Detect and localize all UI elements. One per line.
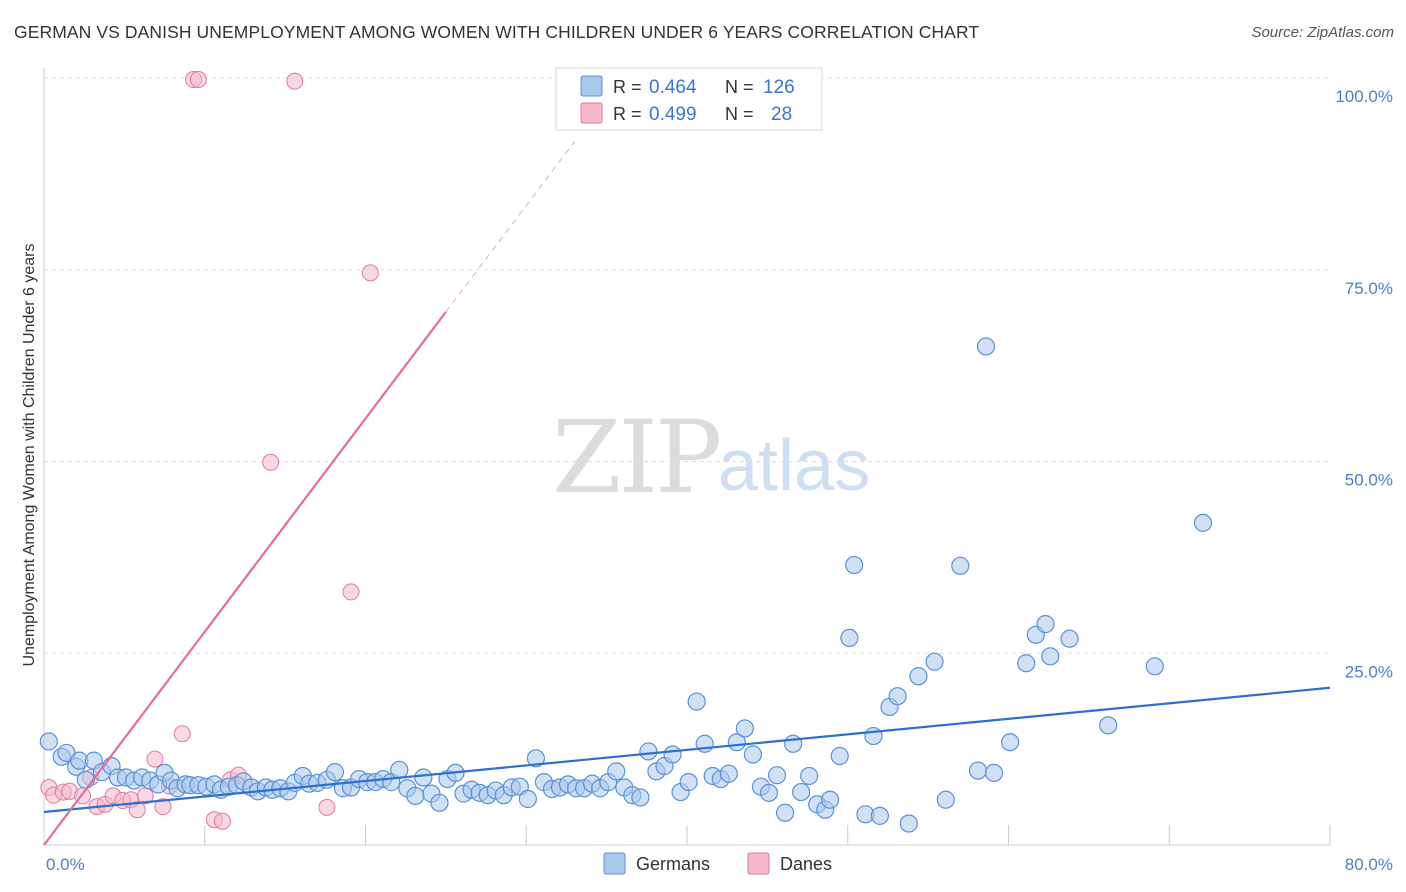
chart-title: GERMAN VS DANISH UNEMPLOYMENT AMONG WOME… bbox=[14, 22, 980, 42]
german-point bbox=[414, 768, 433, 787]
dane-point bbox=[361, 264, 379, 282]
german-point bbox=[968, 761, 988, 780]
dane-trend-line bbox=[43, 311, 447, 846]
dane-point bbox=[128, 801, 146, 819]
dane-point bbox=[318, 798, 336, 816]
german-point bbox=[864, 726, 883, 746]
dane-legend-swatch bbox=[580, 102, 603, 124]
y-tick-label: 25.0% bbox=[1345, 662, 1393, 681]
german-legend-swatch bbox=[580, 75, 603, 97]
german-point bbox=[899, 814, 918, 833]
german-point bbox=[1145, 657, 1164, 676]
german-point bbox=[759, 783, 779, 802]
german-point bbox=[888, 687, 907, 706]
y-tick-label: 100.0% bbox=[1335, 87, 1393, 106]
y-tick-label: 50.0% bbox=[1345, 471, 1393, 490]
german-point bbox=[735, 719, 754, 738]
german-point bbox=[909, 667, 928, 686]
dane-point bbox=[286, 72, 304, 90]
dane-point bbox=[342, 583, 360, 601]
dane-point bbox=[173, 725, 191, 743]
german-r-value: 0.464 bbox=[649, 77, 697, 98]
source-label: Source: ZipAtlas.com bbox=[1251, 24, 1394, 41]
watermark-atlas: atlas bbox=[718, 426, 870, 506]
german-point bbox=[1041, 647, 1060, 666]
german-point bbox=[390, 760, 409, 779]
german-point bbox=[406, 786, 425, 806]
dane-trend-extension bbox=[445, 141, 575, 313]
german-n-label: N = bbox=[725, 77, 754, 97]
german-point bbox=[1099, 716, 1118, 735]
dane-point bbox=[154, 798, 172, 816]
german-point bbox=[631, 788, 650, 807]
german-point bbox=[820, 790, 840, 809]
german-point bbox=[1001, 733, 1020, 752]
german-point bbox=[783, 734, 803, 753]
x-tick-label: 80.0% bbox=[1345, 855, 1393, 874]
german-point bbox=[325, 763, 345, 782]
german-point bbox=[870, 806, 890, 825]
german-point bbox=[984, 763, 1004, 783]
german-point bbox=[663, 745, 682, 764]
german-point bbox=[607, 762, 626, 781]
german-point bbox=[1060, 629, 1079, 648]
german-point bbox=[76, 770, 95, 789]
german-point bbox=[1036, 615, 1055, 634]
german-trend-line bbox=[43, 686, 1331, 814]
danes-legend-label[interactable]: Danes bbox=[780, 854, 832, 874]
german-point bbox=[1193, 513, 1213, 532]
german-point bbox=[687, 692, 706, 711]
german-point bbox=[679, 773, 698, 792]
german-point bbox=[39, 732, 58, 751]
german-point bbox=[518, 789, 537, 809]
germans-swatch[interactable] bbox=[603, 852, 626, 875]
german-point bbox=[976, 337, 996, 356]
german-point bbox=[840, 628, 859, 648]
german-point bbox=[639, 742, 658, 761]
german-n-value: 126 bbox=[763, 77, 795, 98]
germans-legend-label[interactable]: Germans bbox=[636, 854, 710, 874]
german-point bbox=[845, 555, 864, 575]
german-point bbox=[430, 793, 449, 812]
german-r-label: R = bbox=[613, 77, 642, 97]
y-tick-label: 75.0% bbox=[1345, 279, 1393, 298]
german-point bbox=[526, 749, 545, 768]
series-legend: Germans Danes bbox=[603, 852, 832, 875]
dane-n-label: N = bbox=[725, 104, 754, 124]
dane-point bbox=[213, 812, 231, 830]
german-point bbox=[767, 766, 787, 785]
german-point bbox=[719, 764, 738, 783]
dane-point bbox=[189, 71, 207, 89]
danes-swatch[interactable] bbox=[747, 852, 770, 875]
german-point bbox=[830, 746, 849, 766]
dane-r-label: R = bbox=[613, 104, 642, 124]
dane-n-value: 28 bbox=[771, 104, 792, 125]
german-point bbox=[951, 556, 970, 575]
dane-point bbox=[262, 453, 280, 471]
german-point bbox=[1017, 654, 1036, 673]
watermark-zip: ZIP bbox=[552, 399, 719, 516]
german-point bbox=[936, 790, 955, 809]
stats-legend: R = 0.464 N = 126 R = 0.499 N = 28 bbox=[555, 67, 823, 131]
dane-point bbox=[146, 750, 164, 768]
german-point bbox=[775, 803, 795, 822]
x-tick-label: 0.0% bbox=[46, 855, 85, 874]
german-point bbox=[743, 745, 763, 764]
dane-r-value: 0.499 bbox=[649, 104, 697, 125]
german-point bbox=[925, 652, 944, 671]
german-point bbox=[792, 782, 811, 802]
german-point bbox=[800, 766, 819, 786]
